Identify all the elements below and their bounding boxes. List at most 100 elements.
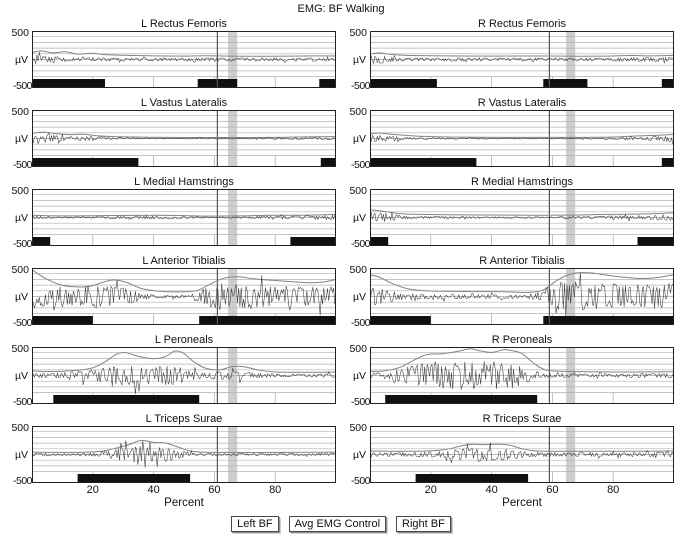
y-unit-label: µV bbox=[352, 290, 366, 303]
panel-body-l-medial-hamstrings: 500 µV -500 bbox=[2, 185, 340, 250]
plot-l-vastus-lateralis bbox=[32, 110, 336, 167]
plot-r-medial-hamstrings bbox=[370, 189, 674, 246]
figure-title: EMG: BF Walking bbox=[297, 3, 385, 15]
y-tick-max-label: 500 bbox=[349, 264, 367, 276]
panel-title-l-anterior-tibialis: L Anterior Tibialis bbox=[142, 255, 226, 267]
panel-r-rectus-femoris: R Rectus Femoris 500 µV -500 bbox=[340, 18, 678, 92]
plot-r-vastus-lateralis bbox=[370, 110, 674, 167]
panel-body-l-peroneals: 500 µV -500 bbox=[2, 343, 340, 408]
y-tick-min-label: -500 bbox=[12, 80, 33, 92]
y-unit-label: µV bbox=[14, 132, 28, 145]
legend-left-bf-button[interactable]: Left BF bbox=[231, 516, 279, 532]
y-unit-label: µV bbox=[352, 53, 366, 66]
panel-l-vastus-lateralis: L Vastus Lateralis 500 µV -500 bbox=[2, 97, 340, 171]
panel-title-r-rectus-femoris: R Rectus Femoris bbox=[477, 18, 567, 30]
panel-l-rectus-femoris: L Rectus Femoris 500 µV -500 bbox=[2, 18, 340, 92]
y-tick-min-label: -500 bbox=[350, 159, 371, 171]
panel-title-l-rectus-femoris: L Rectus Femoris bbox=[141, 18, 227, 30]
y-tick-max-label: 500 bbox=[11, 27, 29, 39]
plot-r-triceps-surae bbox=[370, 426, 674, 483]
panel-l-triceps-surae: L Triceps Surae 500 µV -500 20 40 60 80 Percent bbox=[2, 413, 340, 512]
y-unit-label: µV bbox=[14, 448, 28, 461]
y-tick-max-label: 500 bbox=[349, 106, 367, 118]
y-unit-label: µV bbox=[352, 211, 366, 224]
y-axis-r-vastus-lateralis: 500 µV -500 bbox=[340, 106, 370, 171]
panel-title-l-triceps-surae: L Triceps Surae bbox=[145, 413, 223, 425]
y-axis-r-triceps-surae: 500 µV -500 bbox=[340, 422, 370, 487]
y-tick-min-label: -500 bbox=[350, 80, 371, 92]
y-tick-min-label: -500 bbox=[350, 475, 371, 487]
emg-figure: EMG: BF Walking L Rectus Femoris 500 µV -50… bbox=[2, 3, 680, 532]
panel-body-l-triceps-surae: 500 µV -500 bbox=[2, 422, 340, 487]
legend: Left BF Avg EMG Control Right BF bbox=[2, 516, 680, 532]
legend-right-bf-button[interactable]: Right BF bbox=[396, 516, 451, 532]
x-tick-label-20: 20 bbox=[424, 484, 437, 496]
y-tick-max-label: 500 bbox=[11, 422, 29, 434]
x-tick-label-60: 60 bbox=[208, 484, 221, 496]
x-tick-label-40: 40 bbox=[147, 484, 160, 496]
y-tick-max-label: 500 bbox=[349, 422, 367, 434]
x-axis-ticks-right: 20 40 60 80 bbox=[370, 483, 674, 497]
y-axis-r-rectus-femoris: 500 µV -500 bbox=[340, 27, 370, 92]
panel-title-r-triceps-surae: R Triceps Surae bbox=[482, 413, 562, 425]
panel-r-medial-hamstrings: R Medial Hamstrings 500 µV -500 bbox=[340, 176, 678, 250]
panel-title-r-vastus-lateralis: R Vastus Lateralis bbox=[477, 97, 567, 109]
panel-title-r-anterior-tibialis: R Anterior Tibialis bbox=[479, 255, 565, 267]
panel-body-r-rectus-femoris: 500 µV -500 bbox=[340, 27, 678, 92]
panel-title-l-peroneals: L Peroneals bbox=[154, 334, 214, 346]
plot-r-anterior-tibialis bbox=[370, 268, 674, 325]
x-tick-label-60: 60 bbox=[546, 484, 559, 496]
y-tick-max-label: 500 bbox=[11, 343, 29, 355]
y-axis-l-anterior-tibialis: 500 µV -500 bbox=[2, 264, 32, 329]
y-axis-l-medial-hamstrings: 500 µV -500 bbox=[2, 185, 32, 250]
panel-r-peroneals: R Peroneals 500 µV -500 bbox=[340, 334, 678, 408]
x-tick-label-40: 40 bbox=[485, 484, 498, 496]
panel-l-peroneals: L Peroneals 500 µV -500 bbox=[2, 334, 340, 408]
plot-l-rectus-femoris bbox=[32, 31, 336, 88]
y-axis-r-anterior-tibialis: 500 µV -500 bbox=[340, 264, 370, 329]
plot-l-peroneals bbox=[32, 347, 336, 404]
panel-body-l-rectus-femoris: 500 µV -500 bbox=[2, 27, 340, 92]
panel-body-l-anterior-tibialis: 500 µV -500 bbox=[2, 264, 340, 329]
y-axis-r-peroneals: 500 µV -500 bbox=[340, 343, 370, 408]
legend-avg-emg-control-button[interactable]: Avg EMG Control bbox=[288, 516, 387, 532]
y-axis-l-rectus-femoris: 500 µV -500 bbox=[2, 27, 32, 92]
y-tick-min-label: -500 bbox=[350, 317, 371, 329]
panel-body-r-triceps-surae: 500 µV -500 bbox=[340, 422, 678, 487]
y-axis-r-medial-hamstrings: 500 µV -500 bbox=[340, 185, 370, 250]
y-unit-label: µV bbox=[352, 369, 366, 382]
x-axis-title-right: Percent bbox=[502, 497, 542, 509]
y-tick-max-label: 500 bbox=[349, 185, 367, 197]
y-tick-min-label: -500 bbox=[12, 396, 33, 408]
y-tick-min-label: -500 bbox=[12, 238, 33, 250]
y-unit-label: µV bbox=[14, 211, 28, 224]
y-tick-min-label: -500 bbox=[12, 317, 33, 329]
y-tick-max-label: 500 bbox=[349, 27, 367, 39]
y-tick-min-label: -500 bbox=[350, 238, 371, 250]
y-unit-label: µV bbox=[352, 448, 366, 461]
x-axis-ticks-left: 20 40 60 80 bbox=[32, 483, 336, 497]
x-tick-label-80: 80 bbox=[269, 484, 282, 496]
y-tick-min-label: -500 bbox=[350, 396, 371, 408]
panel-body-r-medial-hamstrings: 500 µV -500 bbox=[340, 185, 678, 250]
plot-l-triceps-surae bbox=[32, 426, 336, 483]
panel-r-triceps-surae: R Triceps Surae 500 µV -500 20 40 60 80 Percent bbox=[340, 413, 678, 512]
plot-l-anterior-tibialis bbox=[32, 268, 336, 325]
panel-body-r-peroneals: 500 µV -500 bbox=[340, 343, 678, 408]
plot-l-medial-hamstrings bbox=[32, 189, 336, 246]
panel-body-r-vastus-lateralis: 500 µV -500 bbox=[340, 106, 678, 171]
y-unit-label: µV bbox=[352, 132, 366, 145]
plot-r-rectus-femoris bbox=[370, 31, 674, 88]
panel-title-l-vastus-lateralis: L Vastus Lateralis bbox=[140, 97, 228, 109]
panel-r-anterior-tibialis: R Anterior Tibialis 500 µV -500 bbox=[340, 255, 678, 329]
y-axis-l-peroneals: 500 µV -500 bbox=[2, 343, 32, 408]
panel-title-r-peroneals: R Peroneals bbox=[491, 334, 553, 346]
plot-r-peroneals bbox=[370, 347, 674, 404]
panel-title-l-medial-hamstrings: L Medial Hamstrings bbox=[134, 176, 234, 188]
y-tick-min-label: -500 bbox=[12, 475, 33, 487]
y-tick-max-label: 500 bbox=[11, 185, 29, 197]
panel-body-l-vastus-lateralis: 500 µV -500 bbox=[2, 106, 340, 171]
y-tick-max-label: 500 bbox=[11, 106, 29, 118]
x-tick-label-20: 20 bbox=[86, 484, 99, 496]
panel-r-vastus-lateralis: R Vastus Lateralis 500 µV -500 bbox=[340, 97, 678, 171]
